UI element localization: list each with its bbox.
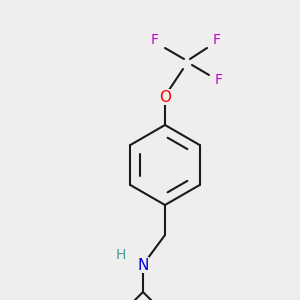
Text: N: N <box>137 257 149 272</box>
Text: O: O <box>159 89 171 104</box>
Text: H: H <box>116 248 126 262</box>
Text: F: F <box>215 73 223 87</box>
Text: F: F <box>213 33 221 47</box>
Text: F: F <box>151 33 159 47</box>
